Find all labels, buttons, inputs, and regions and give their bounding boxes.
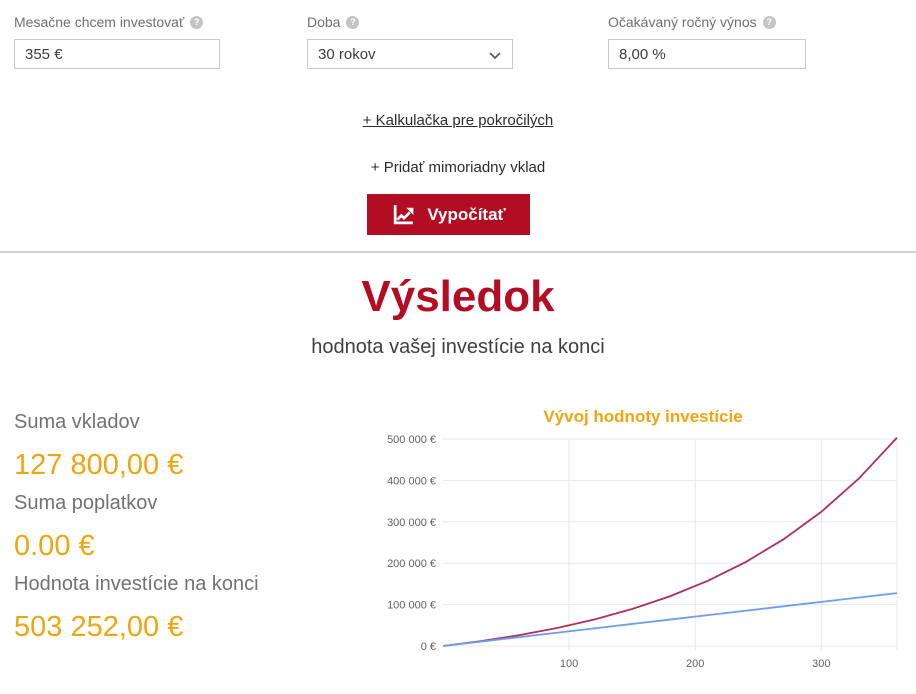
stat-label-final-value: Hodnota investície na konci xyxy=(14,573,259,595)
monthly-investment-input[interactable] xyxy=(14,39,220,69)
monthly-investment-label: Mesačne chcem investovať ? xyxy=(14,14,220,30)
duration-label: Doba ? xyxy=(307,14,513,30)
monthly-investment-field: Mesačne chcem investovať ? xyxy=(14,14,220,69)
duration-select-value: 30 rokov xyxy=(318,45,376,63)
duration-select[interactable]: 30 rokov xyxy=(307,39,513,69)
duration-field: Doba ? 30 rokov xyxy=(307,14,513,69)
svg-text:200 000 €: 200 000 € xyxy=(387,558,436,570)
calculate-button-label: Vypočítať xyxy=(427,204,506,224)
section-divider xyxy=(0,251,916,253)
expected-return-label: Očakávaný ročný výnos ? xyxy=(608,14,806,30)
calculate-button[interactable]: Vypočítať xyxy=(367,194,530,235)
advanced-calculator-link[interactable]: + Kalkulačka pre pokročilých xyxy=(362,112,554,129)
monthly-investment-label-text: Mesačne chcem investovať xyxy=(14,14,185,30)
help-icon[interactable]: ? xyxy=(346,15,360,29)
svg-text:100 000 €: 100 000 € xyxy=(387,600,436,612)
chart-title: Vývoj hodnoty investície xyxy=(543,407,743,426)
stat-label-fees: Suma poplatkov xyxy=(14,492,158,514)
advanced-calculator-link-row: + Kalkulačka pre pokročilých xyxy=(0,112,916,130)
expected-return-input[interactable] xyxy=(608,39,806,69)
svg-text:0 €: 0 € xyxy=(421,641,436,653)
svg-text:400 000 €: 400 000 € xyxy=(387,475,436,487)
stat-label-deposits: Suma vkladov xyxy=(14,411,140,433)
help-icon[interactable]: ? xyxy=(190,15,204,29)
result-stats: Suma vkladov 127 800,00 € Suma poplatkov… xyxy=(14,410,364,653)
investment-chart: Vývoj hodnoty investície 100 200 300 0 €100… xyxy=(370,400,916,690)
result-subtitle: hodnota vašej investície na konci xyxy=(311,336,605,358)
result-title: Výsledok xyxy=(361,272,555,321)
stat-value-deposits: 127 800,00 € xyxy=(14,449,184,481)
stat-value-final-value: 503 252,00 € xyxy=(14,611,184,643)
svg-text:300: 300 xyxy=(812,658,830,670)
svg-text:100: 100 xyxy=(560,658,578,670)
stat-value-fees: 0.00 € xyxy=(14,530,95,562)
chevron-down-icon xyxy=(489,52,501,60)
svg-text:200: 200 xyxy=(686,658,704,670)
help-icon[interactable]: ? xyxy=(762,15,776,29)
chart-svg: 100 200 300 0 € 100 000 € 200 000 € 300 000 € 4… xyxy=(387,434,898,670)
add-extra-deposit-link[interactable]: + Pridať mimoriadny vklad xyxy=(370,159,546,176)
chart-icon xyxy=(394,205,414,225)
svg-text:500 000 €: 500 000 € xyxy=(387,434,436,446)
svg-text:300 000 €: 300 000 € xyxy=(387,517,436,529)
expected-return-label-text: Očakávaný ročný výnos xyxy=(608,14,757,30)
expected-return-field: Očakávaný ročný výnos ? xyxy=(608,14,806,69)
duration-label-text: Doba xyxy=(307,14,341,30)
